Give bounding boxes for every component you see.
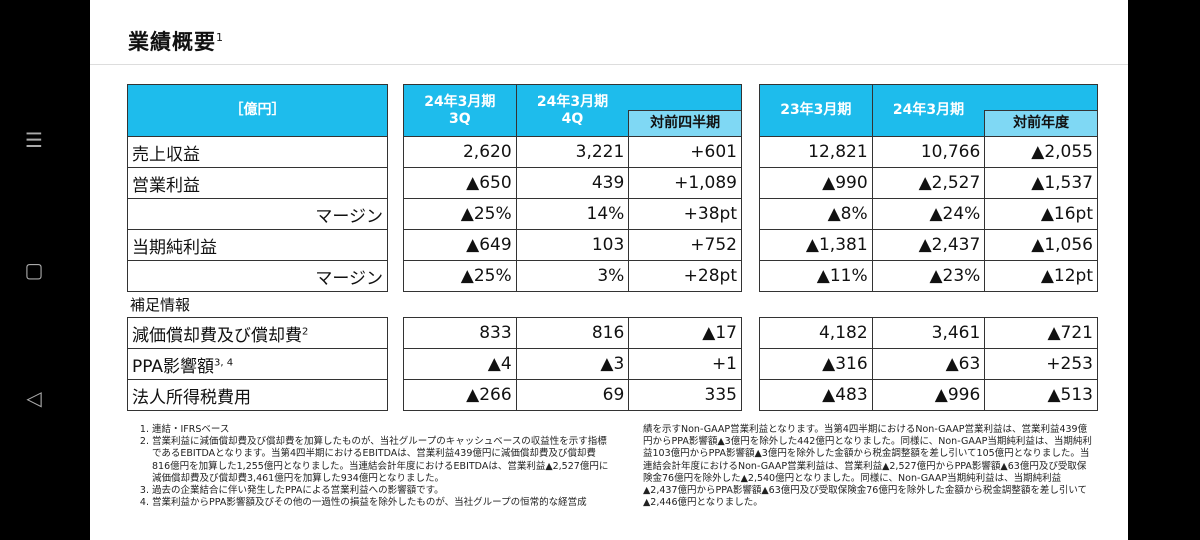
cell-fy23: ▲8% [759, 198, 873, 230]
footnote: 過去の企業結合に伴い発生したPPAによる営業利益への影響額です。 [152, 485, 610, 497]
cell-fy24: ▲996 [871, 379, 986, 411]
cell-fy24: ▲63 [871, 348, 986, 380]
cell-qoq: +1,089 [628, 167, 742, 199]
back-icon[interactable]: ◁ [26, 386, 42, 410]
cell-yoy: ▲1,537 [984, 167, 1098, 199]
cell-q3: 2,620 [403, 136, 517, 168]
cell-q4: 103 [515, 229, 630, 261]
cell-fy23: ▲11% [759, 260, 873, 292]
row-label: マージン [127, 260, 388, 292]
quarter-table: 24年3月期 3Q 24年3月期 4Q 対前四半期 2,620 3,221 +601 ▲6… [403, 84, 742, 292]
footnote: 営業利益に減価償却費及び償却費を加算したものが、当社グループのキャッシュベースの… [152, 436, 610, 485]
android-nav-bar: ☰ ▢ ◁ [0, 0, 90, 540]
cell-q4: 439 [515, 167, 630, 199]
row-label: 法人所得税費用 [127, 379, 388, 411]
cell-yoy: ▲1,056 [984, 229, 1098, 261]
q4-header: 24年3月期 4Q [515, 84, 629, 137]
cell-yoy: ▲16pt [984, 198, 1098, 230]
cell-q3: ▲4 [403, 348, 517, 380]
supplement-label: 補足情報 [130, 296, 191, 314]
cell-q3: ▲650 [403, 167, 517, 199]
cell-yoy: +253 [984, 348, 1098, 380]
cell-qoq: +601 [628, 136, 742, 168]
cell-q4: 14% [515, 198, 630, 230]
cell-fy23: ▲1,381 [759, 229, 873, 261]
footnotes-right: 績を示すNon-GAAP営業利益となります。当第4四半期におけるNon-GAAP… [643, 424, 1092, 509]
fy23-header: 23年3月期 [759, 84, 873, 137]
home-square-icon[interactable]: ▢ [24, 258, 44, 282]
cell-yoy: ▲513 [984, 379, 1098, 411]
cell-qoq: +752 [628, 229, 742, 261]
menu-icon[interactable]: ☰ [25, 128, 43, 152]
cell-yoy: ▲12pt [984, 260, 1098, 292]
label-table: ［億円］ 売上収益 営業利益 マージン 当期純利益 マージン [127, 84, 388, 292]
cell-fy24: ▲2,437 [871, 229, 986, 261]
supp-quarter-table: 833 816 ▲17 ▲4 ▲3 +1 ▲266 69 335 [403, 317, 742, 411]
q3-header: 24年3月期 3Q [403, 84, 517, 137]
cell-fy24: ▲23% [871, 260, 986, 292]
row-label: 当期純利益 [127, 229, 388, 261]
cell-fy23: ▲316 [759, 348, 873, 380]
cell-fy23: 12,821 [759, 136, 873, 168]
row-label: 営業利益 [127, 167, 388, 199]
fy24-header: 24年3月期 [871, 84, 985, 137]
cell-fy23: ▲483 [759, 379, 873, 411]
cell-q4: 816 [515, 317, 630, 349]
footnote: 営業利益からPPA影響額及びその他の一過性の損益を除外したものが、当社グループの… [152, 497, 610, 509]
page-title: 業績概要1 [128, 30, 224, 54]
year-table: 23年3月期 24年3月期 対前年度 12,821 10,766 ▲2,055 ▲99… [759, 84, 1098, 292]
cell-q3: ▲266 [403, 379, 517, 411]
cell-q3: ▲649 [403, 229, 517, 261]
cell-yoy: ▲2,055 [984, 136, 1098, 168]
row-label: マージン [127, 198, 388, 230]
cell-fy23: 4,182 [759, 317, 873, 349]
cell-fy24: 10,766 [871, 136, 986, 168]
unit-header: ［億円］ [127, 84, 388, 137]
cell-qoq: 335 [628, 379, 742, 411]
row-label: 売上収益 [127, 136, 388, 168]
slide: 業績概要1 ［億円］ 売上収益 営業利益 マージン 当期純利益 マージン 24年3月期 3… [90, 0, 1128, 540]
cell-qoq: +28pt [628, 260, 742, 292]
qoq-header: 対前四半期 [628, 110, 742, 137]
yoy-header: 対前年度 [984, 110, 1098, 137]
cell-q4: 3% [515, 260, 630, 292]
row-label: 減価償却費及び償却費2 [127, 317, 388, 349]
cell-qoq: +1 [628, 348, 742, 380]
cell-fy24: ▲2,527 [871, 167, 986, 199]
cell-q4: 3,221 [515, 136, 630, 168]
cell-qoq: +38pt [628, 198, 742, 230]
supp-label-table: 減価償却費及び償却費2 PPA影響額3, 4 法人所得税費用 [127, 317, 388, 411]
divider [90, 64, 1128, 65]
cell-fy24: 3,461 [871, 317, 986, 349]
cell-fy24: ▲24% [871, 198, 986, 230]
cell-q4: 69 [515, 379, 630, 411]
cell-q4: ▲3 [515, 348, 630, 380]
cell-fy23: ▲990 [759, 167, 873, 199]
cell-qoq: ▲17 [628, 317, 742, 349]
row-label: PPA影響額3, 4 [127, 348, 388, 380]
footnotes-left: 連結・IFRSベース営業利益に減価償却費及び償却費を加算したものが、当社グループ… [130, 424, 610, 509]
cell-q3: ▲25% [403, 260, 517, 292]
cell-yoy: ▲721 [984, 317, 1098, 349]
footnote: 連結・IFRSベース [152, 424, 610, 436]
cell-q3: ▲25% [403, 198, 517, 230]
cell-q3: 833 [403, 317, 517, 349]
supp-year-table: 4,182 3,461 ▲721 ▲316 ▲63 +253 ▲483 ▲996 ▲513 [759, 317, 1098, 411]
